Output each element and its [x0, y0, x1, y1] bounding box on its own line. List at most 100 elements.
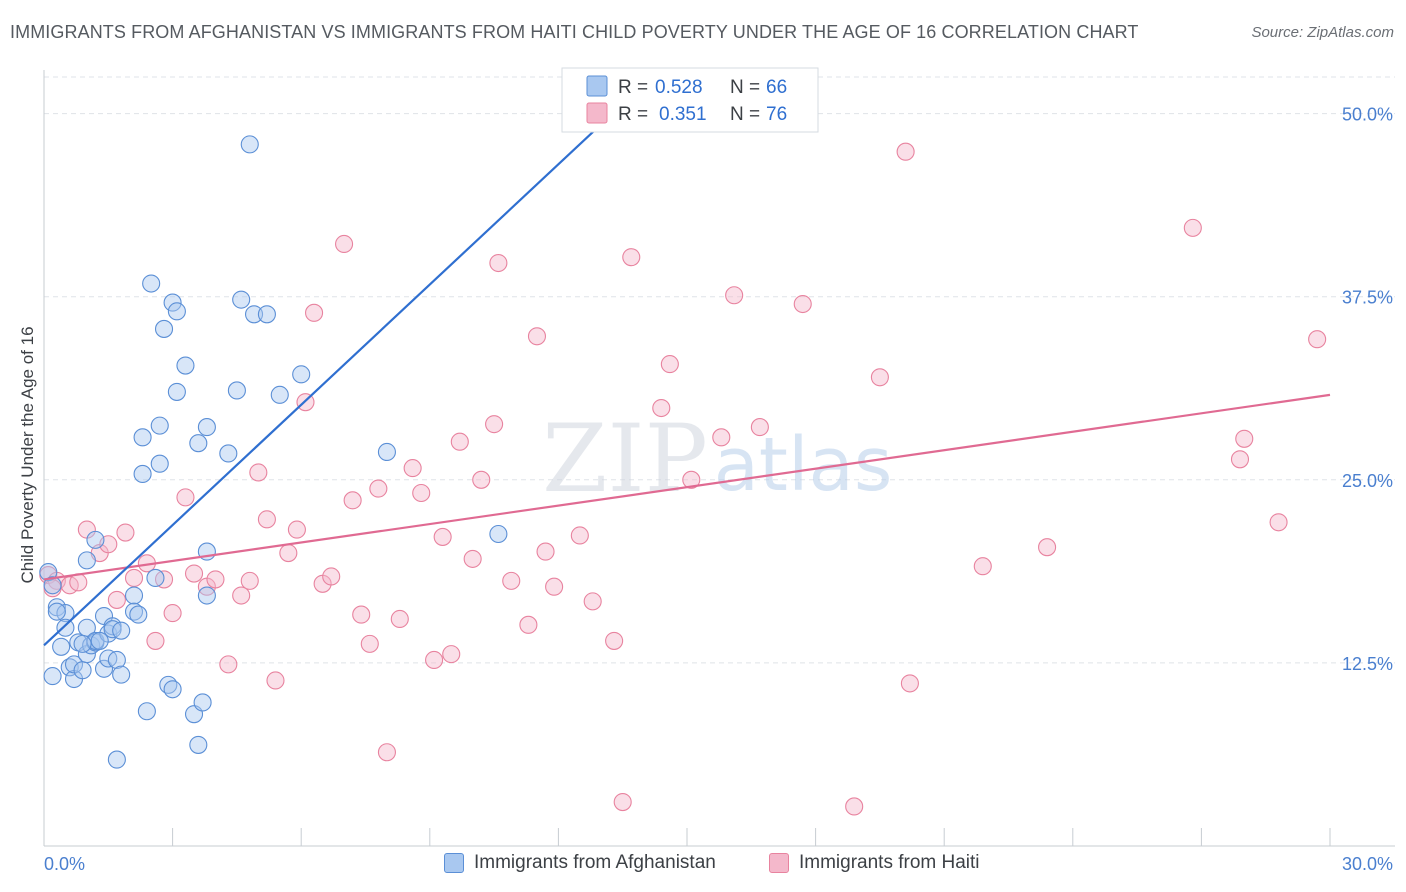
data-point: [257, 305, 276, 324]
data-point: [463, 549, 482, 568]
data-point: [107, 750, 126, 769]
series-legend: Immigrants from Afghanistan Immigrants f…: [0, 852, 1406, 878]
data-point: [124, 568, 144, 587]
axes: [43, 70, 1395, 847]
data-point: [682, 470, 701, 489]
data-point: [116, 523, 135, 542]
data-point: [442, 645, 461, 664]
data-point: [1235, 429, 1254, 448]
data-point: [1183, 218, 1202, 237]
data-point: [137, 702, 156, 721]
data-point: [712, 428, 731, 447]
data-point: [377, 442, 396, 462]
data-point: [43, 576, 62, 595]
legend-label-haiti: Immigrants from Haiti: [799, 852, 980, 873]
watermark: ZIP atlas: [542, 405, 892, 514]
data-point: [793, 294, 812, 314]
data-point: [129, 605, 148, 624]
y-tick-label: 25.0%: [1342, 471, 1393, 491]
data-point: [652, 398, 671, 418]
data-point: [197, 418, 216, 437]
data-point: [605, 631, 624, 650]
legend-n-value-haiti: 76: [766, 104, 787, 125]
legend-swatch-afghanistan: [586, 75, 608, 97]
data-point: [403, 459, 422, 478]
legend-swatch-haiti: [586, 102, 608, 124]
data-point: [146, 631, 165, 650]
data-point: [270, 385, 289, 404]
data-point: [845, 797, 864, 816]
data-point: [189, 434, 208, 453]
data-point: [450, 432, 469, 451]
data-point: [583, 592, 602, 611]
data-point: [219, 444, 238, 463]
data-point: [1038, 538, 1057, 557]
data-point: [107, 650, 126, 670]
data-point: [73, 661, 92, 680]
data-point: [197, 586, 216, 605]
data-point: [1269, 513, 1288, 532]
x-tick-label-max: 30.0%: [1342, 854, 1393, 874]
legend-r-value-afghanistan: 0.528: [655, 77, 703, 98]
data-point: [146, 568, 165, 587]
data-point: [377, 743, 396, 762]
chart-title: IMMIGRANTS FROM AFGHANISTAN VS IMMIGRANT…: [10, 22, 1139, 42]
legend-swatch-afghanistan-bottom: [444, 853, 464, 873]
data-point: [107, 590, 126, 609]
data-point: [184, 564, 204, 583]
trend-line-afghanistan: [43, 111, 615, 647]
watermark-zip: ZIP: [542, 405, 708, 514]
data-point: [489, 524, 508, 544]
data-point: [502, 571, 521, 590]
series-haiti-points: [39, 142, 1327, 816]
data-point: [219, 655, 238, 674]
y-tick-label: 37.5%: [1342, 288, 1393, 308]
data-point: [287, 520, 306, 539]
data-point: [86, 530, 105, 549]
data-point: [660, 355, 679, 374]
data-point: [73, 634, 92, 653]
data-point: [43, 667, 62, 686]
data-point: [472, 470, 491, 489]
watermark-atlas: atlas: [714, 422, 893, 508]
data-point: [206, 570, 225, 589]
data-point: [1230, 450, 1250, 469]
data-point: [1308, 330, 1327, 349]
data-point: [133, 428, 152, 447]
data-point: [425, 650, 444, 670]
data-point: [750, 418, 769, 437]
data-point: [52, 637, 71, 656]
data-point: [154, 319, 174, 338]
data-point: [279, 543, 298, 563]
data-point: [900, 674, 919, 693]
data-point: [176, 488, 195, 507]
data-point: [124, 586, 144, 605]
data-point: [266, 671, 285, 690]
data-point: [870, 368, 889, 387]
y-tick-label: 50.0%: [1342, 105, 1393, 125]
data-point: [240, 135, 259, 154]
data-point: [193, 693, 212, 712]
data-point: [240, 571, 259, 590]
legend-n-label-afghanistan: N =: [730, 77, 760, 98]
data-point: [570, 526, 589, 545]
data-point: [257, 510, 276, 529]
legend-swatch-haiti-bottom: [769, 853, 789, 873]
y-tick-labels: 12.5% 25.0% 37.5% 50.0%: [1342, 105, 1393, 674]
data-point: [249, 463, 268, 482]
data-point: [527, 327, 547, 346]
data-point: [305, 303, 324, 322]
data-point: [896, 142, 915, 161]
data-point: [485, 415, 504, 434]
data-point: [622, 248, 641, 267]
legend-item-haiti: Immigrants from Haiti: [769, 852, 980, 874]
data-point: [90, 631, 109, 650]
data-point: [163, 604, 182, 623]
data-point: [725, 286, 744, 305]
data-point: [335, 234, 354, 254]
data-point: [244, 305, 264, 324]
data-point: [536, 542, 555, 561]
data-point: [390, 609, 409, 629]
data-point: [56, 618, 75, 637]
